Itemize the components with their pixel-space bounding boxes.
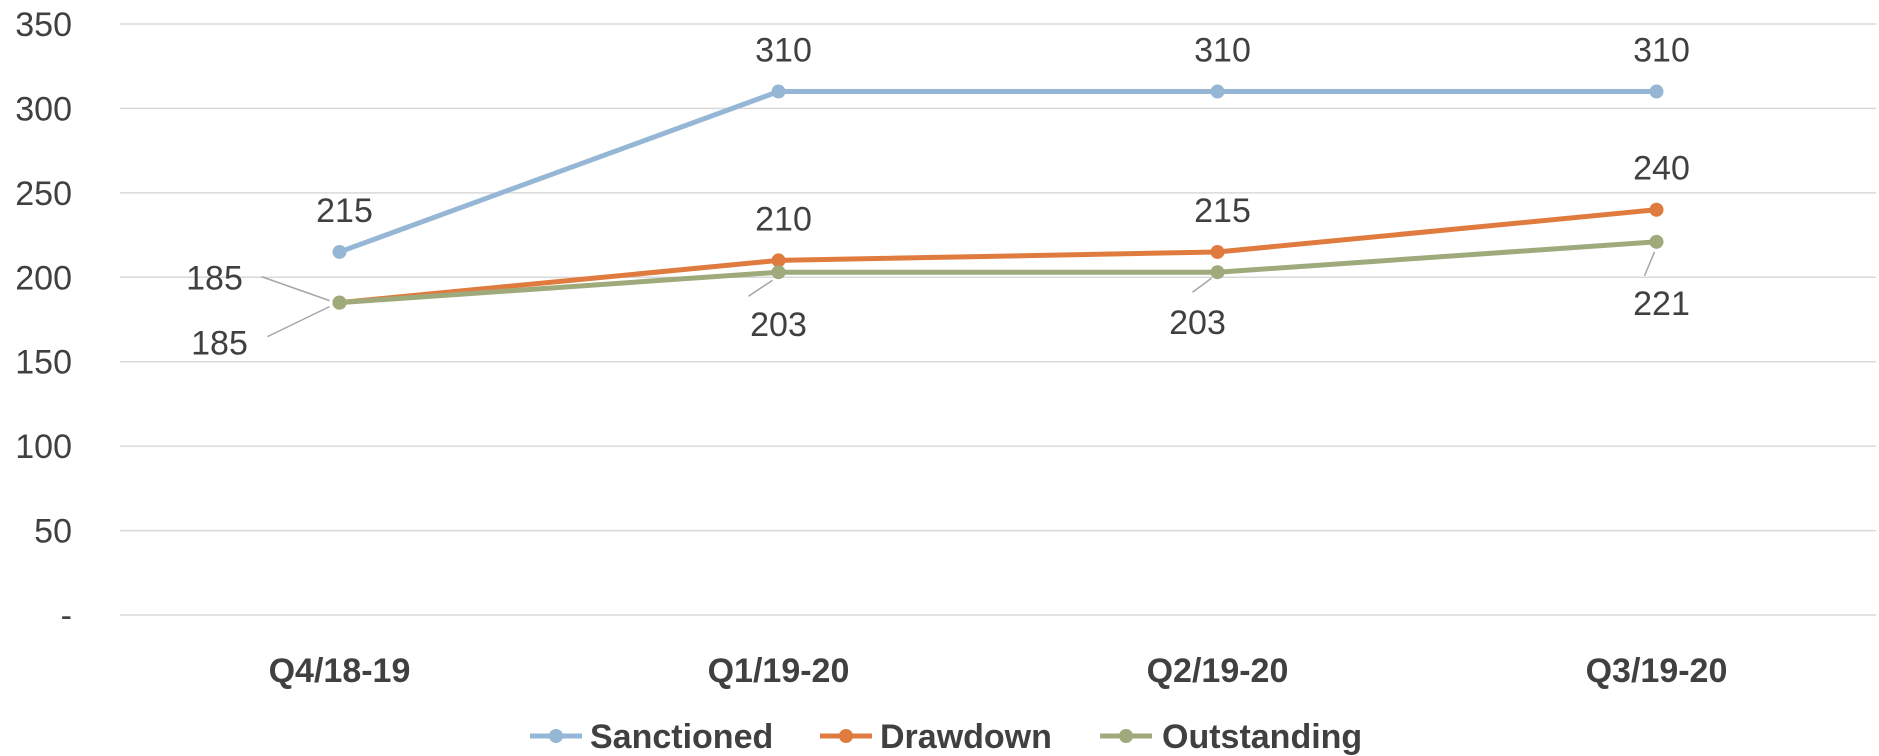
data-point-outstanding (1210, 265, 1225, 280)
x-category-label: Q1/19-20 (708, 652, 850, 690)
y-tick-label: 350 (15, 6, 72, 44)
data-label-outstanding: 203 (750, 306, 807, 344)
x-axis-category-labels: Q4/18-19 Q1/19-20 Q2/19-20 Q3/19-20 (269, 652, 1728, 690)
series-line-outstanding (337, 239, 1659, 306)
legend-swatch-marker (1119, 729, 1133, 743)
data-point-drawdown (1210, 244, 1225, 259)
data-point-sanctioned (771, 84, 786, 99)
data-point-sanctioned (1210, 84, 1225, 99)
data-label-outstanding: 221 (1633, 285, 1690, 323)
data-label-drawdown: 185 (186, 260, 243, 298)
legend-label-drawdown: Drawdown (880, 718, 1052, 756)
legend-label-sanctioned: Sanctioned (590, 718, 773, 756)
legend-label-outstanding: Outstanding (1162, 718, 1362, 756)
y-tick-label: 200 (15, 259, 72, 297)
y-tick-label: 300 (15, 90, 72, 128)
data-point-sanctioned (332, 244, 347, 259)
legend-swatch-marker (839, 729, 853, 743)
data-label-sanctioned: 310 (1633, 32, 1690, 70)
data-point-outstanding (771, 265, 786, 280)
legend-swatch-marker (549, 729, 563, 743)
x-category-label: Q4/18-19 (269, 652, 411, 690)
data-point-outstanding (1649, 234, 1664, 249)
data-label-sanctioned: 310 (1194, 32, 1251, 70)
x-category-label: Q2/19-20 (1147, 652, 1289, 690)
data-label-drawdown: 215 (1194, 192, 1251, 230)
data-label-drawdown: 210 (755, 200, 812, 238)
data-label-outstanding: 203 (1169, 304, 1226, 342)
legend: Sanctioned Drawdown Outstanding (530, 718, 1362, 756)
y-tick-label: - (61, 597, 72, 635)
data-label-leader-line (261, 275, 330, 302)
data-label-sanctioned: 310 (755, 32, 812, 70)
data-point-outstanding (332, 295, 347, 310)
gridlines (120, 23, 1876, 616)
data-label-outstanding: 185 (191, 325, 248, 363)
data-label-leader-line (1192, 277, 1212, 293)
y-axis-tick-labels: - 50 100 150 200 250 300 350 (15, 6, 72, 635)
data-label-sanctioned: 215 (316, 192, 373, 230)
series-line-drawdown (337, 207, 1659, 306)
data-label-leader-line (748, 279, 773, 297)
series-lines (332, 84, 1664, 310)
y-tick-label: 100 (15, 428, 72, 466)
x-category-label: Q3/19-20 (1586, 652, 1728, 690)
data-point-drawdown (1649, 202, 1664, 217)
y-tick-label: 50 (34, 513, 72, 551)
data-label-leader-line (1643, 251, 1656, 277)
series-line-sanctioned (337, 89, 1659, 255)
y-tick-label: 250 (15, 175, 72, 213)
data-point-sanctioned (1649, 84, 1664, 99)
data-point-drawdown (771, 253, 786, 268)
data-label-drawdown: 240 (1633, 150, 1690, 188)
y-tick-label: 150 (15, 344, 72, 382)
data-labels: 215 310 310 310 185 210 215 240 185 203 203 221 (186, 32, 1690, 363)
data-label-leader-line (267, 305, 330, 338)
